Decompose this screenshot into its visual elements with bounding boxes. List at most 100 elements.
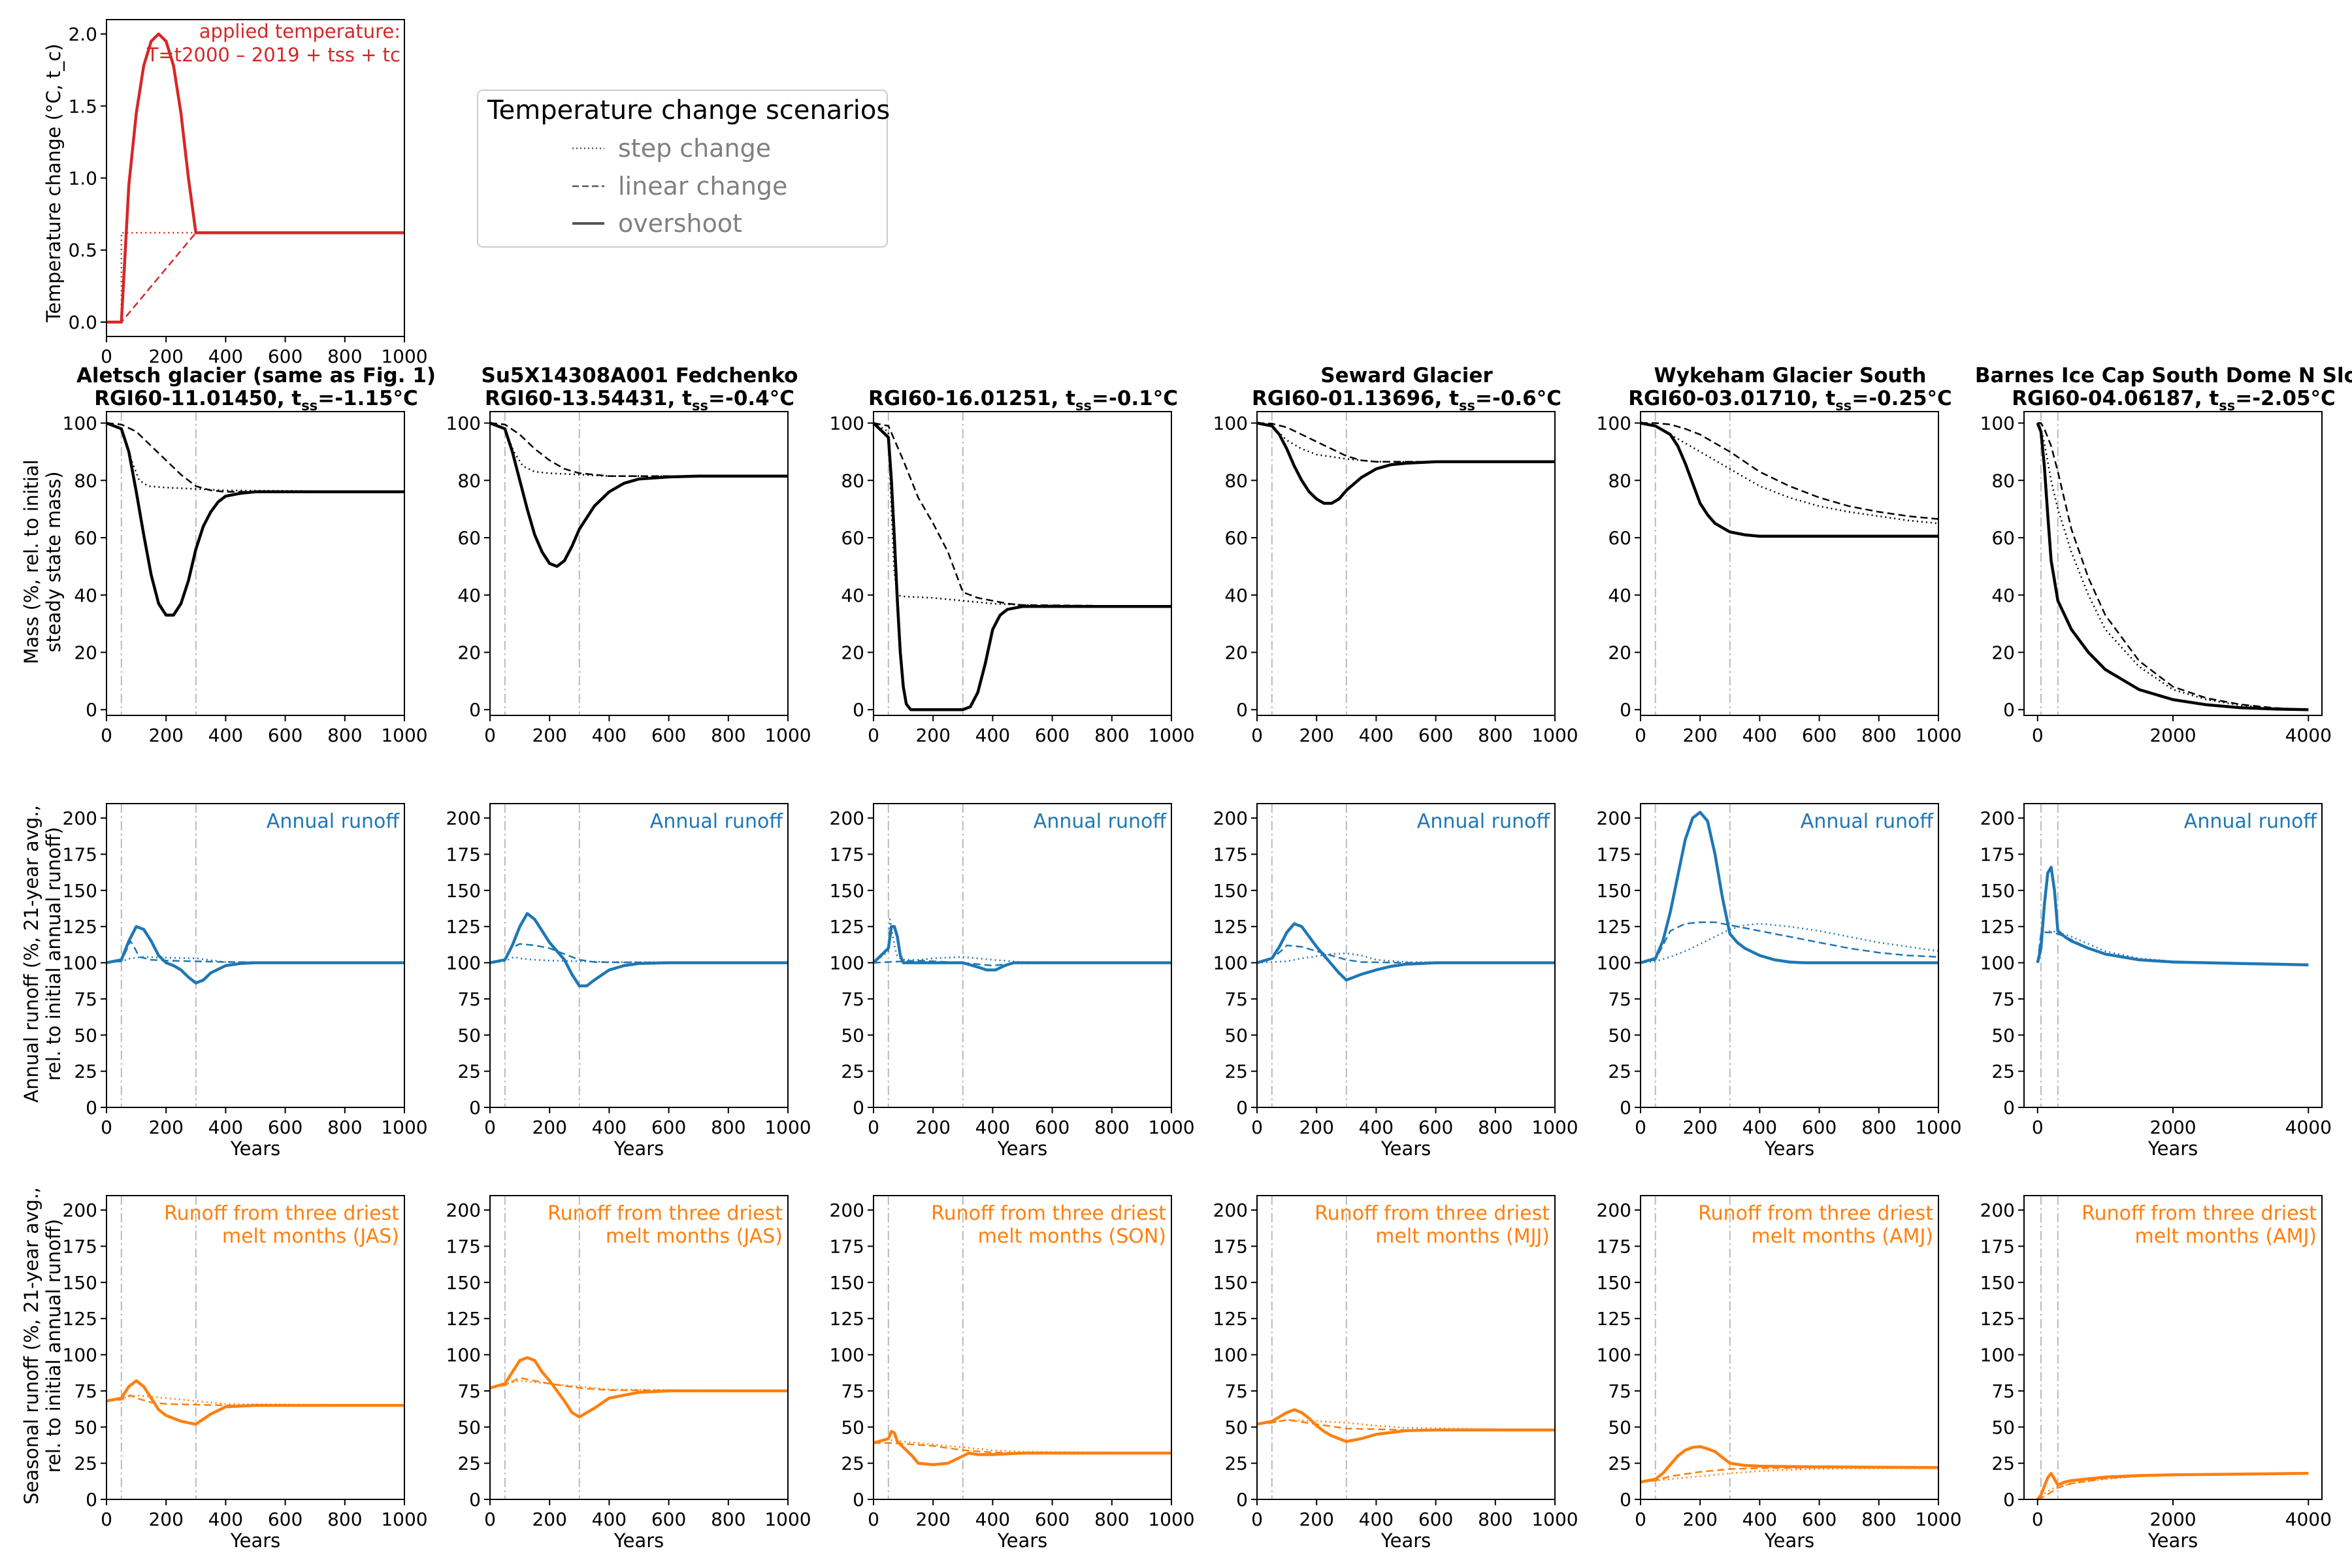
x-axis-label: Years xyxy=(2148,1529,2198,1552)
y-tick-label: 0 xyxy=(86,699,97,721)
y-tick-label: 50 xyxy=(1224,1416,1248,1438)
y-tick-label: 1.5 xyxy=(68,95,97,117)
mass-ylabel-line1: Mass (%, rel. to initial xyxy=(20,459,42,664)
x-tick-label: 1000 xyxy=(764,725,811,746)
tss-eq-1: = xyxy=(708,387,725,410)
x-tick-label: 600 xyxy=(651,1509,686,1530)
y-tick-label: 0 xyxy=(469,1489,481,1511)
annual-runoff-label: Annual runoff xyxy=(2184,810,2318,833)
legend: Temperature change scenarios step change… xyxy=(477,90,890,248)
y-tick-label: 150 xyxy=(446,1272,481,1294)
series-line-dashed xyxy=(2037,1472,2309,1501)
y-tick-label: 100 xyxy=(63,953,97,974)
y-tick-label: 175 xyxy=(830,844,864,866)
y-tick-label: 40 xyxy=(457,585,481,606)
y-tick-label: 0 xyxy=(853,1097,864,1119)
x-tick-label: 200 xyxy=(915,1509,950,1530)
y-tick-label: 175 xyxy=(1980,844,2015,866)
y-tick-label: 0.5 xyxy=(68,240,97,261)
x-tick-label: 4000 xyxy=(2285,725,2332,746)
seasonal-runoff-label: Runoff from three driest xyxy=(2082,1202,2317,1225)
tss-prefix-2: , t xyxy=(1051,387,1076,410)
x-axis-label: Years xyxy=(613,1137,664,1160)
x-tick-label: 0 xyxy=(1635,725,1646,746)
y-tick-label: 100 xyxy=(830,1345,864,1366)
series-line-solid xyxy=(489,421,788,568)
series-line-dashed xyxy=(2037,422,2309,711)
legend-label-step: step change xyxy=(618,134,771,163)
axes-frame xyxy=(489,1195,789,1500)
seasonal-ylabel-line2: rel. to initial annual runoff) xyxy=(42,1219,65,1473)
seasonal-2-panel: 0 25 50 75 100 125 150 175 200 0 200 400 600 800 1000 Y… xyxy=(830,1195,1195,1552)
x-tick-label: 1000 xyxy=(1148,1509,1194,1530)
annual-runoff-label: Annual runoff xyxy=(267,810,400,833)
y-tick-label: 80 xyxy=(457,470,481,491)
y-tick-label: 125 xyxy=(1213,1308,1248,1330)
x-tick-label: 0 xyxy=(101,1117,112,1138)
x-tick-label: 200 xyxy=(1682,725,1717,746)
y-tick-label: 80 xyxy=(74,470,97,491)
x-axis-label: Years xyxy=(1764,1137,1815,1160)
series-line-dotted xyxy=(1256,422,1555,463)
series-line-dashed xyxy=(873,422,1172,608)
x-axis-label: Years xyxy=(1380,1137,1431,1160)
y-tick-label: 50 xyxy=(74,1416,97,1438)
y-tick-label: 80 xyxy=(1991,470,2015,491)
x-tick-label: 200 xyxy=(915,725,950,746)
y-tick-label: 175 xyxy=(63,844,97,866)
y-tick-label: 25 xyxy=(841,1453,864,1475)
glacier-name-5: Barnes Ice Cap South Dome N Slop xyxy=(1975,364,2352,387)
x-tick-label: 1000 xyxy=(381,346,427,367)
x-tick-label: 800 xyxy=(1478,1509,1512,1530)
seasonal-runoff-label: melt months (JAS) xyxy=(606,1225,783,1248)
x-tick-label: 400 xyxy=(208,725,243,746)
x-tick-label: 600 xyxy=(1802,1509,1837,1530)
y-tick-label: 0 xyxy=(2003,1489,2015,1511)
y-tick-label: 20 xyxy=(841,642,864,663)
y-tick-label: 150 xyxy=(1980,880,2015,902)
series-line-dotted xyxy=(489,956,789,964)
y-tick-label: 75 xyxy=(1608,1380,1631,1402)
y-tick-label: 200 xyxy=(1213,1200,1248,1221)
x-tick-label: 0 xyxy=(484,725,496,746)
x-tick-label: 800 xyxy=(1861,1117,1896,1138)
y-tick-label: 60 xyxy=(74,527,97,549)
x-tick-label: 600 xyxy=(1035,1509,1070,1530)
x-tick-label: 200 xyxy=(1682,1117,1717,1138)
x-tick-label: 0 xyxy=(2032,1509,2044,1530)
x-tick-label: 800 xyxy=(711,725,745,746)
x-tick-label: 200 xyxy=(532,725,566,746)
axes-frame xyxy=(873,1195,1172,1500)
y-tick-label: 100 xyxy=(1597,1345,1631,1366)
annual-runoff-label: Annual runoff xyxy=(1034,810,1168,833)
y-tick-label: 175 xyxy=(1213,1236,1248,1258)
y-tick-label: 75 xyxy=(1224,1380,1248,1402)
y-tick-label: 25 xyxy=(1991,1061,2015,1083)
y-tick-label: 25 xyxy=(1224,1453,1248,1475)
y-tick-label: 20 xyxy=(74,642,97,663)
y-tick-label: 50 xyxy=(1991,1024,2015,1046)
series-line-dotted xyxy=(873,918,1172,964)
y-tick-label: 0 xyxy=(1236,699,1248,721)
seasonal-1-panel: 0 25 50 75 100 125 150 175 200 0 200 400 600 800 1000 Y… xyxy=(446,1195,811,1552)
y-tick-label: 150 xyxy=(1213,1272,1248,1294)
x-tick-label: 800 xyxy=(1861,1509,1896,1530)
glacier-id-5: RGI60-04.06187 xyxy=(2012,387,2195,410)
y-tick-label: 80 xyxy=(841,470,864,491)
x-axis-label: Years xyxy=(997,1137,1048,1160)
x-tick-label: 1000 xyxy=(1915,725,1961,746)
y-tick-label: 20 xyxy=(1991,642,2015,663)
y-tick-label: 80 xyxy=(1608,470,1631,491)
y-tick-label: 0 xyxy=(853,1489,864,1511)
x-tick-label: 400 xyxy=(1359,725,1394,746)
x-tick-label: 0 xyxy=(101,1509,112,1530)
seasonal-runoff-label: Runoff from three driest xyxy=(1698,1202,1933,1225)
glacier-id-line-4: RGI60-03.01710, tss=-0.25°C xyxy=(1628,387,1952,414)
y-tick-label: 175 xyxy=(63,1236,97,1258)
glacier-id-line-3: RGI60-01.13696, tss=-0.6°C xyxy=(1252,387,1561,414)
y-tick-label: 25 xyxy=(1991,1453,2015,1475)
glacier-tss-4: -0.25°C xyxy=(1869,387,1952,410)
y-tick-label: 150 xyxy=(63,880,97,902)
y-tick-label: 100 xyxy=(1980,1345,2015,1366)
